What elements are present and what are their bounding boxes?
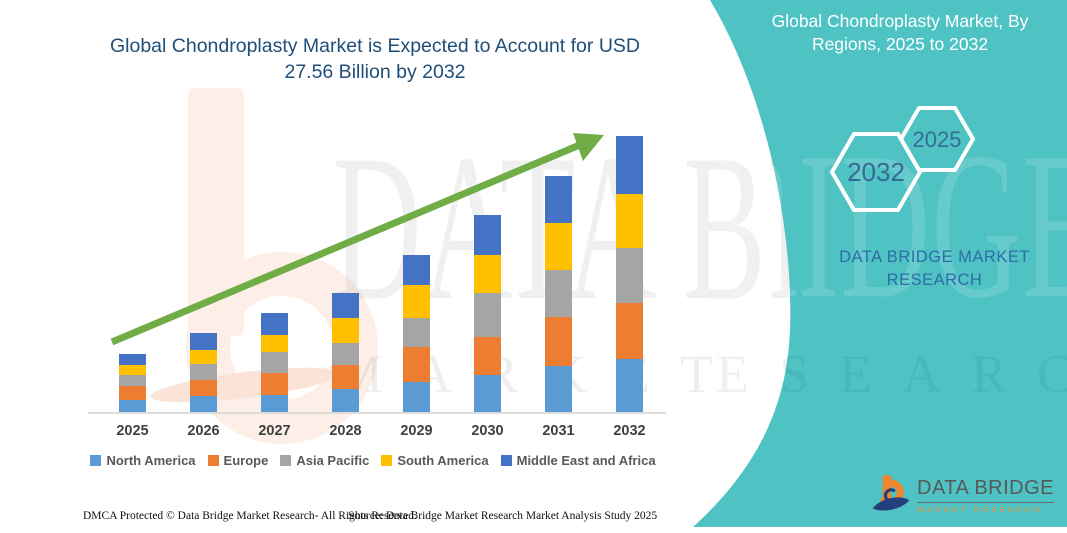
x-axis-label: 2025 [116,423,149,439]
legend-item: Middle East and Africa [500,453,656,468]
bar-segment [261,395,288,412]
legend-swatch [500,455,512,466]
hexagon-badge-2025-label: 2025 [913,127,962,152]
side-panel-background [693,0,1067,527]
bar-segment [190,396,217,412]
bar-segment [545,270,572,317]
bar-segment [403,318,430,347]
legend-item: Asia Pacific [280,453,369,468]
hexagon-badge-2025-icon: 2025 [898,106,976,172]
logo-tagline-text: MARKET RESEARCH [917,504,1043,514]
bar-segment [474,337,501,375]
bar-segment [616,248,643,303]
x-axis-line [88,412,666,414]
bar-segment [403,382,430,412]
data-bridge-logo: DATA BRIDGE MARKET RESEARCH [872,470,1055,520]
bar-segment [545,223,572,270]
x-axis-label: 2026 [187,423,220,439]
bar-segment [261,373,288,395]
side-panel-title: Global Chondroplasty Market, By Regions,… [771,11,1029,54]
data-bridge-logo-icon [872,475,910,511]
bar-segment [545,366,572,412]
hexagon-badge-2032-icon: 2032 [829,132,923,212]
bar-2030 [474,215,501,412]
legend-label: Europe [223,453,269,468]
bar-segment [190,333,217,350]
bar-segment [119,354,146,365]
bar-segment [261,313,288,335]
bar-segment [616,136,643,194]
bar-segment [261,335,288,352]
bar-segment [332,318,359,343]
bar-segment [119,400,146,412]
legend-label: North America [106,453,196,468]
bar-2029 [403,255,430,412]
chart-legend: North America Europe Asia Pacific South Ame… [78,453,668,468]
bar-segment [545,176,572,223]
bar-segment [190,350,217,364]
legend-item: South America [381,453,489,468]
legend-swatch [90,455,102,466]
bar-2026 [190,333,217,412]
bar-segment [332,389,359,412]
bar-segment [119,386,146,400]
bar-segment [616,359,643,412]
legend-swatch [207,455,219,466]
bar-segment [119,365,146,375]
page-title: Global Chondroplasty Market is Expected … [109,35,640,83]
bar-segment [332,293,359,318]
legend-swatch [381,455,393,466]
side-panel-brand-text: DATA BRIDGE MARKET RESEARCH [839,248,1030,289]
legend-swatch [280,455,292,466]
bar-segment [474,255,501,293]
bar-2028 [332,293,359,412]
bar-segment [474,215,501,255]
footer-source-text: Source: Data Bridge Market Research Mark… [348,510,658,522]
bar-segment [332,343,359,365]
bar-2031 [545,176,572,412]
footer-dmca-text: DMCA Protected © Data Bridge Market Rese… [83,510,417,522]
bar-segment [545,317,572,366]
hexagon-badge-2032-label: 2032 [847,157,905,187]
bar-segment [474,375,501,412]
x-axis-label: 2030 [471,423,504,439]
bar-segment [616,303,643,359]
legend-label: Middle East and Africa [516,453,656,468]
logo-name-text: DATA BRIDGE [917,476,1055,499]
legend-label: Asia Pacific [296,453,370,468]
legend-label: South America [397,453,489,468]
x-axis-label: 2031 [542,423,575,439]
x-axis-label: 2029 [400,423,433,439]
bar-2027 [261,313,288,412]
bar-2025 [119,354,146,412]
x-axis-label: 2032 [613,423,646,439]
bar-segment [190,364,217,380]
bar-segment [403,255,430,285]
bar-segment [403,285,430,318]
bar-segment [190,380,217,396]
legend-item: North America [90,453,196,468]
bar-segment [332,365,359,389]
bar-segment [474,293,501,337]
bar-2032 [616,136,643,412]
bar-segment [616,194,643,248]
bar-segment [261,352,288,373]
x-axis-label: 2028 [329,423,362,439]
logo-divider [917,501,1055,503]
bar-segment [403,347,430,382]
legend-item: Europe [207,453,269,468]
bar-segment [119,375,146,386]
x-axis-label: 2027 [258,423,291,439]
